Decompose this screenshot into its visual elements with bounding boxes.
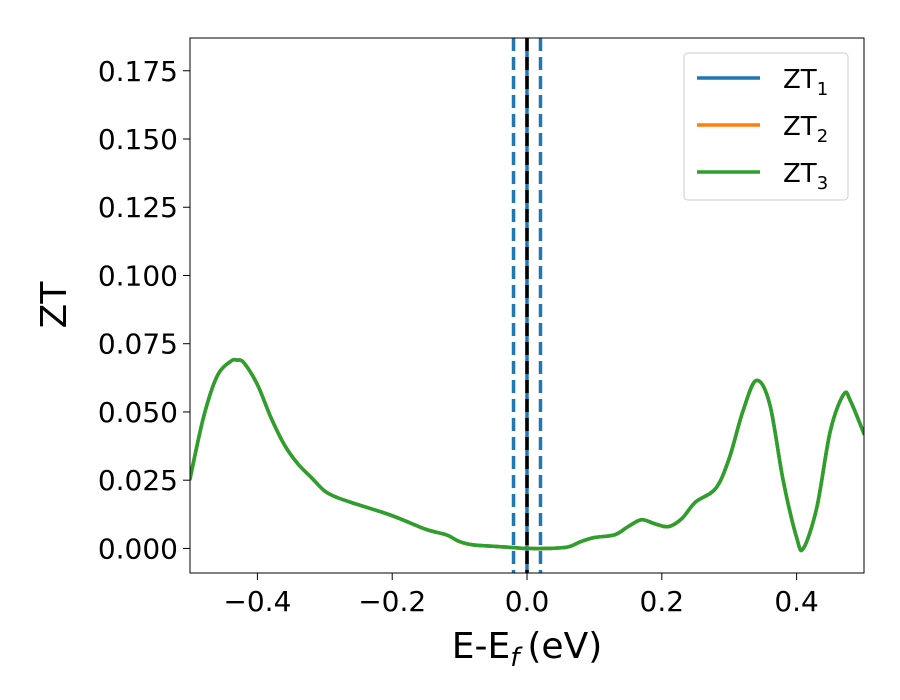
x-tick-label: 0.0 bbox=[505, 585, 550, 618]
x-axis: −0.4 −0.2 0.0 0.2 0.4 bbox=[223, 573, 819, 618]
x-axis-label-subscript: f bbox=[510, 643, 523, 673]
x-tick-label: −0.2 bbox=[358, 585, 426, 618]
x-tick-label: 0.4 bbox=[774, 585, 819, 618]
x-tick-label: −0.4 bbox=[223, 585, 291, 618]
y-tick-label: 0.150 bbox=[98, 123, 178, 156]
y-tick-label: 0.125 bbox=[98, 191, 178, 224]
fermi-level-markers bbox=[511, 38, 543, 573]
y-tick-label: 0.175 bbox=[98, 55, 178, 88]
y-tick-label: 0.050 bbox=[98, 396, 178, 429]
legend-label-zt2: ZT2 bbox=[783, 112, 828, 147]
y-axis-label: ZT bbox=[34, 281, 75, 329]
legend-label-zt3: ZT3 bbox=[783, 159, 828, 194]
legend: ZT1 ZT2 ZT3 bbox=[683, 52, 849, 201]
legend-box bbox=[683, 52, 849, 201]
x-tick-label: 0.2 bbox=[640, 585, 685, 618]
y-tick-label: 0.100 bbox=[98, 259, 178, 292]
x-axis-label: E-Ef (eV) bbox=[452, 626, 603, 673]
series-line-zt3 bbox=[190, 357, 864, 553]
y-tick-label: 0.025 bbox=[98, 464, 178, 497]
legend-label-zt1: ZT1 bbox=[783, 65, 828, 100]
series-layer bbox=[190, 357, 864, 553]
y-tick-label: 0.075 bbox=[98, 328, 178, 361]
y-tick-label: 0.000 bbox=[98, 532, 178, 565]
y-axis: 0.000 0.025 0.050 0.075 0.100 0.125 0.150 0.175 bbox=[98, 55, 190, 565]
